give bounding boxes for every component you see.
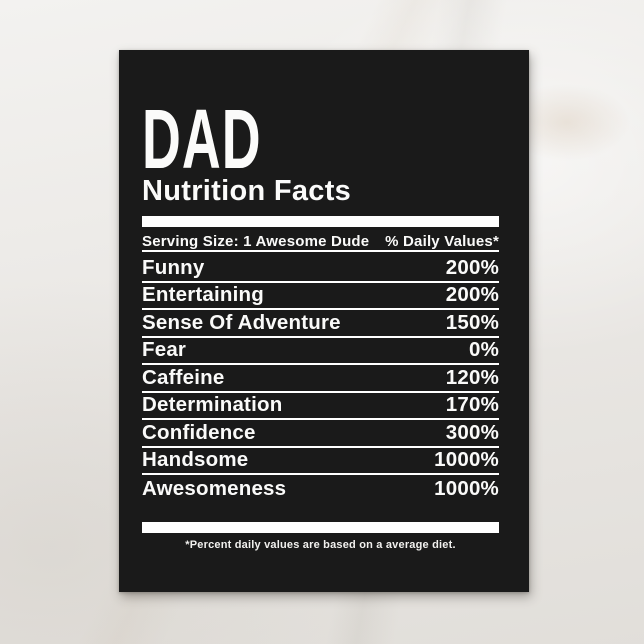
fact-row-confidence: Confidence 300% — [142, 420, 499, 448]
fact-row-funny: Funny 200% — [142, 255, 499, 283]
top-divider-bar — [142, 216, 499, 227]
nutrition-facts-subtitle: Nutrition Facts — [142, 175, 352, 207]
fact-value: 1000% — [434, 476, 499, 500]
fact-label: Awesomeness — [142, 476, 287, 500]
dad-title: DAD — [142, 92, 262, 186]
fact-row-caffeine: Caffeine 120% — [142, 365, 499, 393]
daily-values-footnote: *Percent daily values are based on a ave… — [185, 539, 456, 551]
fact-row-awesomeness: Awesomeness 1000% — [142, 475, 499, 503]
serving-size-label: Serving Size: 1 Awesome Dude — [142, 233, 370, 250]
fact-label: Determination — [142, 393, 283, 417]
fact-row-entertaining: Entertaining 200% — [142, 283, 499, 310]
fact-label: Funny — [142, 255, 205, 279]
fact-value: 120% — [445, 365, 499, 389]
fact-value: 150% — [445, 310, 499, 334]
fact-row-sense-of-adventure: Sense Of Adventure 150% — [142, 310, 499, 338]
fact-value: 1000% — [434, 448, 499, 472]
fact-row-fear: Fear 0% — [142, 338, 499, 365]
bottom-divider-bar — [142, 522, 499, 533]
dad-nutrition-facts-postcard: DAD Nutrition Facts Serving Size: 1 Awes… — [119, 50, 529, 592]
fact-label: Fear — [142, 338, 187, 362]
fact-label: Sense Of Adventure — [142, 310, 341, 334]
daily-values-header: % Daily Values* — [385, 233, 499, 250]
fact-value: 170% — [445, 393, 499, 417]
fact-label: Caffeine — [142, 365, 225, 389]
fact-value: 200% — [445, 255, 499, 279]
fact-row-handsome: Handsome 1000% — [142, 448, 499, 475]
fact-value: 0% — [468, 338, 499, 362]
fact-label: Confidence — [142, 420, 256, 444]
facts-table: Funny 200% Entertaining 200% Sense Of Ad… — [142, 255, 499, 503]
fact-label: Handsome — [142, 448, 249, 472]
fact-value: 300% — [445, 420, 499, 444]
fact-label: Entertaining — [142, 283, 264, 307]
fact-value: 200% — [445, 283, 499, 307]
fact-row-determination: Determination 170% — [142, 393, 499, 420]
serving-size-row: Serving Size: 1 Awesome Dude % Daily Val… — [142, 233, 499, 252]
